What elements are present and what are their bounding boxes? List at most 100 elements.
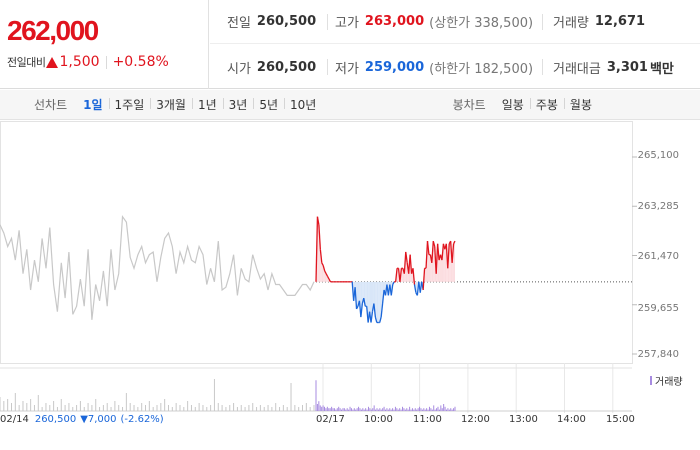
today-area-segment	[443, 243, 445, 282]
today-area-segment	[401, 268, 403, 282]
today-line-segment	[318, 224, 321, 250]
x-tick-label: 11:00	[413, 414, 442, 425]
today-area-segment	[379, 281, 382, 323]
prev-day-line	[0, 214, 315, 320]
today-line-segment	[452, 240, 456, 245]
tab-period-1y[interactable]: 1년	[191, 96, 223, 113]
line-period-tabs: 1일 1주일 3개월 1년 3년 5년 10년	[77, 96, 322, 113]
amount-unit: 백만	[649, 61, 674, 77]
change-percent: +0.58%	[112, 54, 169, 70]
prev-close-label: 전일	[227, 16, 251, 31]
today-line-segment	[447, 243, 450, 269]
change-divider	[105, 55, 107, 69]
today-line-segment	[435, 243, 439, 274]
today-line-segment	[409, 254, 413, 274]
low-cell: 저가 259,000 (하한가 182,500)	[327, 59, 542, 77]
today-line-segment	[370, 311, 374, 323]
today-area-segment	[375, 281, 377, 323]
today-line-segment	[405, 251, 408, 263]
today-line-segment	[390, 284, 394, 296]
tab-period-3y[interactable]: 3년	[222, 96, 254, 113]
volume-legend-label: 거래량	[655, 377, 683, 388]
today-area-segment	[356, 281, 358, 309]
today-line-segment	[328, 278, 332, 283]
current-price: 262,000	[7, 15, 99, 46]
today-line-segment	[436, 243, 440, 261]
y-tick-label: 257,840	[637, 349, 679, 360]
today-line-segment	[413, 284, 417, 293]
tab-candle-daily[interactable]: 일봉	[501, 98, 524, 112]
open-label: 시가	[227, 61, 251, 77]
today-area-segment	[357, 281, 360, 307]
today-area-segment	[376, 281, 379, 323]
today-line-segment	[355, 305, 359, 310]
low-value: 259,000	[364, 59, 425, 75]
chart-period-toolbar: 선차트 1일 1주일 3개월 1년 3년 5년 10년 봉차트 일봉 주봉 월봉	[0, 90, 700, 120]
today-area-segment	[365, 281, 367, 307]
today-line-segment	[327, 276, 330, 280]
x-tick-label: 15:00	[606, 414, 635, 425]
price-change-row: 전일대비 1,500 +0.58%	[7, 54, 169, 70]
high-value: 263,000	[364, 14, 425, 29]
today-line-segment	[379, 316, 382, 323]
today-area-segment	[444, 243, 447, 282]
x-tick-label: 12:00	[461, 414, 490, 425]
today-line-segment	[412, 268, 416, 285]
today-line-segment	[394, 268, 398, 282]
today-area-segment	[397, 268, 399, 282]
amount-cell: 거래대금 3,301 백만	[542, 59, 700, 77]
today-area-segment	[317, 216, 319, 282]
today-line-segment	[321, 262, 324, 266]
prev-day-info: 02/14 260,500 ▼7,000 (-2.62%)	[0, 414, 164, 425]
up-triangle-icon	[46, 56, 59, 68]
today-line-segment	[431, 241, 434, 263]
today-line-segment	[422, 268, 426, 291]
lower-limit: (하한가 182,500)	[429, 61, 534, 77]
open-cell: 시가 260,500	[210, 59, 327, 77]
price-chart[interactable]: 265,100 263,285 261,470 259,655 257,840 …	[0, 121, 700, 450]
volume-value: 12,671	[594, 14, 646, 29]
price-chart-svg	[0, 121, 637, 413]
tab-period-1w[interactable]: 1주일	[108, 96, 151, 113]
change-label: 전일대비	[7, 56, 46, 69]
volume-legend: 거래량	[650, 373, 683, 388]
y-tick-label: 263,285	[637, 201, 679, 212]
tab-period-1d[interactable]: 1일	[83, 98, 103, 112]
prev-day-change-pct: (-2.62%)	[120, 414, 164, 425]
today-line-segment	[324, 270, 327, 274]
prev-day-close: 260,500	[34, 414, 77, 425]
stats-row-1: 전일 260,500 고가 263,000 (상한가 338,500) 거래량 …	[210, 0, 700, 44]
today-line-segment	[380, 303, 384, 318]
plot-frame	[0, 121, 633, 364]
today-line-segment	[381, 289, 385, 304]
amount-value: 3,301	[606, 59, 648, 75]
tab-period-5y[interactable]: 5년	[253, 96, 284, 113]
quote-stats: 전일 260,500 고가 263,000 (상한가 338,500) 거래량 …	[210, 0, 700, 89]
high-label: 고가	[335, 16, 359, 31]
today-line-segment	[325, 273, 329, 277]
amount-label: 거래대금	[553, 61, 601, 77]
y-tick-label: 265,100	[637, 150, 679, 161]
volume-legend-swatch	[650, 376, 652, 385]
y-tick-label: 261,470	[637, 251, 679, 262]
line-chart-title: 선차트	[34, 98, 68, 112]
volume-label: 거래량	[553, 16, 589, 31]
prev-close-cell: 전일 260,500	[210, 14, 327, 31]
today-line-segment	[392, 281, 395, 285]
today-line-segment	[363, 297, 366, 307]
current-price-box: 262,000 전일대비 1,500 +0.58%	[0, 0, 209, 89]
tab-candle-monthly[interactable]: 월봉	[563, 96, 598, 113]
today-line-segment	[374, 316, 378, 323]
tab-candle-weekly[interactable]: 주봉	[529, 96, 564, 113]
today-area-segment	[440, 254, 442, 282]
upper-limit: (상한가 338,500)	[429, 16, 534, 31]
today-line-segment	[432, 240, 436, 247]
today-area-segment	[453, 241, 455, 282]
today-line-segment	[322, 265, 326, 272]
today-line-segment	[373, 303, 377, 318]
candle-chart-title: 봉차트	[452, 98, 486, 112]
prev-day-change: ▼7,000	[80, 414, 117, 425]
tab-period-10y[interactable]: 10년	[284, 96, 322, 113]
today-area-segment	[449, 241, 451, 282]
tab-period-3m[interactable]: 3개월	[150, 96, 192, 113]
